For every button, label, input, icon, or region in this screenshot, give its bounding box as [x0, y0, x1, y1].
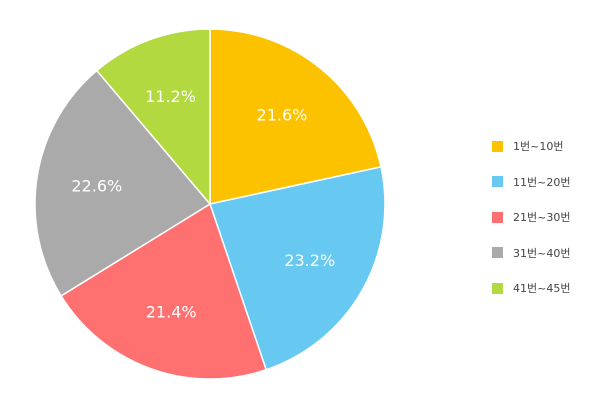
legend-item[interactable]: 11번~20번: [492, 172, 570, 192]
legend-label: 31번~40번: [513, 246, 571, 260]
pie-slice[interactable]: [95, 28, 211, 207]
legend-label: 41번~45번: [513, 282, 571, 295]
legend-item[interactable]: 1번~10번: [492, 136, 570, 156]
legend-item[interactable]: 41번~45번: [492, 278, 570, 298]
legend-swatch: [492, 282, 503, 294]
pie-slice-value-label: 11.2%: [145, 87, 196, 106]
legend-swatch: [492, 247, 503, 258]
legend: 1번~10번 11번~20번 21번~30번 31번~40번 41번~45번: [492, 136, 570, 314]
pie-slice[interactable]: [209, 28, 382, 205]
legend-item[interactable]: 21번~30번: [492, 207, 570, 227]
legend-label: 1번~10번: [513, 140, 564, 153]
pie-slice[interactable]: [60, 202, 268, 380]
pie-slice-labels: 21.6% 23.2% 21.4% 22.6% 11.2%: [71, 87, 335, 321]
legend-label: 21번~30번: [513, 211, 571, 224]
legend-swatch: [492, 140, 503, 152]
pie-slice-value-label: 22.6%: [71, 177, 122, 196]
pie-slice-value-label: 23.2%: [284, 251, 335, 270]
pie-slices: [34, 28, 386, 380]
pie-slice-value-label: 21.4%: [146, 302, 197, 321]
legend-swatch: [492, 176, 503, 187]
legend-item[interactable]: 31번~40번: [492, 243, 570, 263]
legend-label: 11번~20번: [513, 175, 571, 189]
legend-swatch: [492, 211, 503, 223]
pie-slice[interactable]: [34, 69, 212, 297]
pie-slice[interactable]: [209, 166, 386, 371]
pie-slice-value-label: 21.6%: [257, 105, 308, 124]
